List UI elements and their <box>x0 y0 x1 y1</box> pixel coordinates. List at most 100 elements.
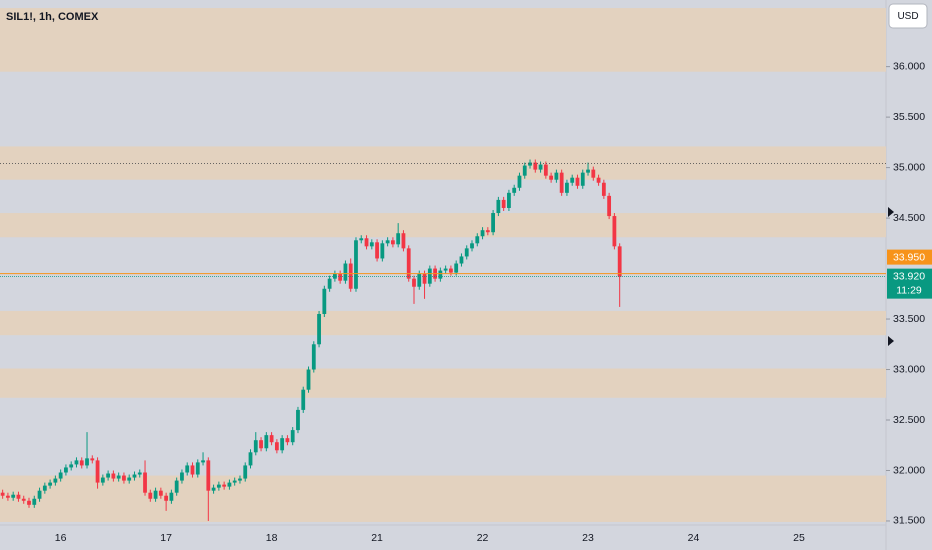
zones <box>0 8 886 522</box>
candle-body <box>565 182 569 193</box>
candle-body <box>232 480 237 483</box>
candle-body <box>406 248 411 279</box>
candle-body <box>554 172 559 180</box>
candle-body <box>37 490 42 499</box>
candle-body <box>259 440 263 449</box>
candle-body <box>296 409 300 431</box>
candle-body <box>169 492 174 501</box>
x-tick-label: 25 <box>793 532 805 544</box>
x-tick-label: 18 <box>266 532 278 544</box>
candle-body <box>438 270 443 279</box>
candle-body <box>391 240 395 245</box>
candle-body <box>180 472 184 481</box>
zone <box>0 368 886 398</box>
candle-body <box>69 464 74 468</box>
candle-body <box>491 213 495 233</box>
candle-body <box>543 164 548 176</box>
candle-body <box>32 498 37 505</box>
candle-body <box>290 430 295 443</box>
candle-body <box>549 175 554 180</box>
candle-body <box>143 472 147 493</box>
candle-body <box>27 500 31 505</box>
candle-body <box>475 236 480 244</box>
candle-body <box>332 273 337 279</box>
candle-body <box>322 288 327 314</box>
candle-body <box>575 177 580 186</box>
zone <box>0 310 886 336</box>
candle-body <box>570 177 575 183</box>
candle-body <box>311 344 316 370</box>
currency-button[interactable] <box>888 3 928 29</box>
candle-body <box>375 242 379 259</box>
candle-body <box>227 482 232 487</box>
candle-body <box>522 165 527 176</box>
candle-body <box>422 273 427 284</box>
candle-body <box>306 369 311 390</box>
candle-body <box>459 256 464 264</box>
countdown: 11:29 <box>896 284 922 296</box>
candle-body <box>137 472 142 475</box>
candle-body <box>64 467 68 473</box>
candle-body <box>90 458 95 461</box>
candle-body <box>417 273 422 287</box>
candle-body <box>21 498 26 501</box>
candle-body <box>185 465 190 473</box>
candle-body <box>132 474 137 478</box>
candle-body <box>100 477 105 483</box>
candle-body <box>348 263 353 289</box>
candle-body <box>122 475 126 481</box>
y-tick-label: 35.000 <box>893 161 925 173</box>
candle-body <box>42 485 47 491</box>
candle-body <box>111 473 116 479</box>
candle-body <box>58 472 63 479</box>
candle-body <box>454 263 459 273</box>
candle-body <box>0 492 5 496</box>
y-tick-label: 33.000 <box>893 363 925 375</box>
candle-body <box>253 440 258 453</box>
candle-body <box>512 187 517 193</box>
candle-body <box>601 182 606 196</box>
candle-body <box>206 460 211 491</box>
candle-body <box>327 278 332 289</box>
candle-body <box>427 268 432 284</box>
candle-body <box>285 438 290 443</box>
overlay: 33.950 33.920 11:29 <box>0 163 932 299</box>
last-price-tag <box>887 268 932 299</box>
x-tick-label: 24 <box>688 532 700 544</box>
candle-body <box>443 268 448 271</box>
candle-body <box>343 263 348 281</box>
candle-body <box>533 162 538 170</box>
candle-body <box>95 460 100 483</box>
currency-label[interactable]: USD <box>897 11 918 22</box>
candle-body <box>517 175 522 188</box>
candle-body <box>243 465 248 479</box>
candle-body <box>106 473 111 478</box>
axis-marker <box>888 336 894 346</box>
candle-body <box>127 477 132 481</box>
candle-body <box>216 484 221 488</box>
candles <box>0 159 622 521</box>
x-tick-label: 21 <box>371 532 383 544</box>
candle-body <box>412 278 416 287</box>
candle-body <box>158 490 163 496</box>
candle-body <box>248 452 253 466</box>
candle-body <box>396 233 401 245</box>
candle-body <box>369 242 374 247</box>
candle-body <box>53 478 58 483</box>
candle-body <box>190 465 195 475</box>
candle-body <box>380 243 385 259</box>
candle-body <box>264 435 269 449</box>
candle-body <box>174 480 179 493</box>
candle-body <box>538 164 543 170</box>
axis-marker <box>888 207 894 217</box>
candle-body <box>480 230 485 237</box>
zone <box>0 213 886 238</box>
candle-body <box>485 230 490 233</box>
candle-body <box>470 243 474 249</box>
candle-body <box>222 484 227 487</box>
candle-body <box>79 460 84 466</box>
candle-body <box>85 458 89 466</box>
candle-body <box>607 195 612 217</box>
candle-body <box>274 442 279 451</box>
